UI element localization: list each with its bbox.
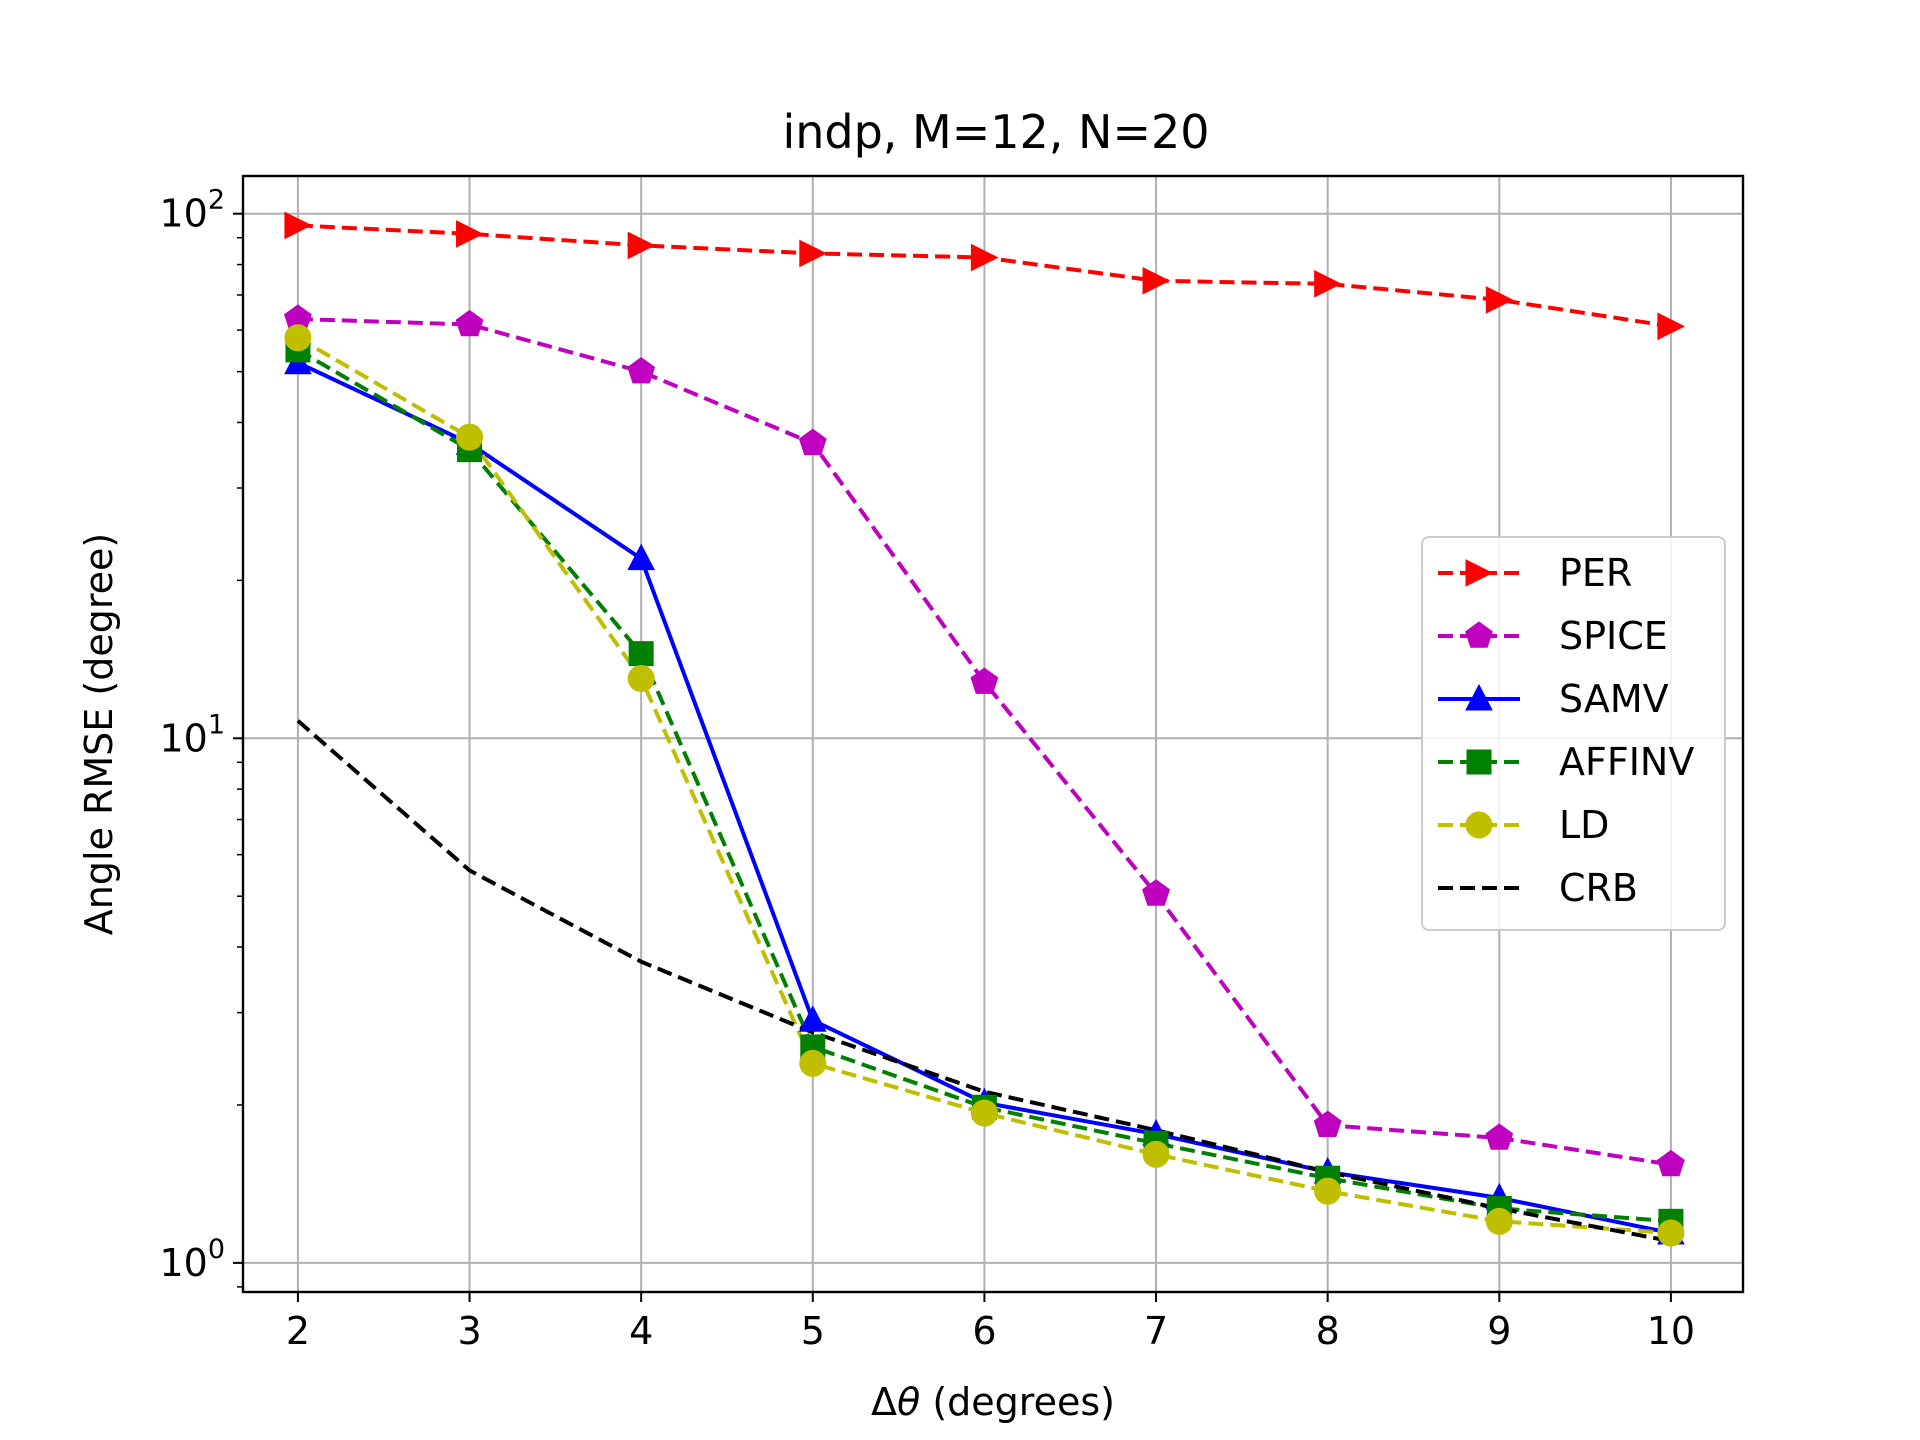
data-point-ld — [284, 324, 312, 352]
x-tick-label: 9 — [1487, 1309, 1511, 1353]
x-axis-label: Δθ (degrees) — [871, 1380, 1115, 1424]
y-tick-label: 101 — [159, 709, 225, 760]
x-axis-label-prefix: Δ — [871, 1380, 897, 1424]
x-tick-label: 5 — [801, 1309, 825, 1353]
legend-marker — [1465, 559, 1494, 587]
x-tick-label: 3 — [457, 1309, 481, 1353]
y-axis-label: Angle RMSE (degree) — [77, 533, 121, 935]
data-point-per — [970, 243, 999, 272]
data-point-spice — [1485, 1123, 1514, 1150]
x-tick-label: 10 — [1647, 1309, 1695, 1353]
legend-item-affinv: AFFINV — [1438, 740, 1694, 784]
legend-label: AFFINV — [1559, 740, 1694, 784]
data-point-ld — [456, 423, 484, 451]
data-point-ld — [799, 1049, 827, 1077]
legend-marker — [1466, 749, 1492, 775]
legend-item-ld: LD — [1438, 803, 1609, 847]
data-point-per — [627, 231, 656, 260]
data-point-ld — [1142, 1140, 1170, 1168]
x-axis-label-suffix: (degrees) — [920, 1380, 1115, 1424]
legend-label: LD — [1559, 803, 1609, 847]
legend-frame — [1421, 536, 1726, 931]
x-axis-ticks: 2 3 4 5 6 7 8 9 10 — [286, 1292, 1695, 1353]
legend-label: CRB — [1559, 866, 1638, 910]
x-tick-label: 8 — [1316, 1309, 1340, 1353]
data-point-per — [1657, 312, 1686, 341]
legend-label: SPICE — [1559, 614, 1668, 658]
legend-item-crb: CRB — [1438, 866, 1638, 910]
legend-marker — [1465, 683, 1493, 711]
legend-marker — [1465, 811, 1493, 839]
y-tick-label: 100 — [159, 1234, 225, 1285]
x-tick-label: 4 — [629, 1309, 653, 1353]
legend-item-samv: SAMV — [1438, 677, 1669, 721]
x-axis-label-symbol: θ — [897, 1380, 920, 1424]
x-tick-label: 6 — [972, 1309, 996, 1353]
data-point-per — [1485, 286, 1514, 314]
data-point-spice — [627, 356, 656, 384]
data-point-ld — [1485, 1207, 1513, 1235]
chart-title: indp, M=12, N=20 — [782, 105, 1209, 159]
y-axis-ticks: 100 101 102 — [159, 185, 243, 1288]
data-point-samv — [627, 543, 655, 571]
legend-label: SAMV — [1559, 677, 1669, 721]
data-point-ld — [1657, 1219, 1685, 1247]
data-point-spice — [1313, 1110, 1342, 1137]
series-line-ld — [296, 336, 1672, 1235]
series-line-spice — [297, 317, 1672, 1167]
data-point-per — [456, 220, 484, 248]
data-point-ld — [627, 665, 655, 693]
data-point-spice — [455, 309, 484, 337]
legend-label: PER — [1559, 551, 1632, 595]
data-point-spice — [1142, 879, 1170, 906]
data-point-ld — [1314, 1177, 1342, 1205]
series-line-crb — [296, 719, 1672, 1244]
legend-item-spice: SPICE — [1438, 614, 1668, 658]
data-point-per — [1142, 266, 1171, 295]
data-point-samv — [798, 1005, 827, 1032]
plot-frame — [241, 174, 1745, 1294]
data-point-per — [1314, 270, 1342, 298]
x-tick-label: 2 — [286, 1309, 310, 1353]
x-tick-label: 7 — [1144, 1309, 1168, 1353]
data-point-spice — [970, 667, 999, 694]
y-tick-label: 102 — [159, 185, 225, 236]
legend: PER SPICE SAMV AFFINV LD CRB — [1421, 536, 1726, 931]
data-point-per — [799, 239, 827, 268]
data-point-per — [284, 211, 313, 240]
series-markers — [284, 211, 1686, 1247]
data-point-affinv — [628, 641, 654, 667]
data-point-spice — [798, 428, 827, 456]
data-point-spice — [1657, 1149, 1685, 1177]
legend-marker — [1465, 621, 1493, 648]
data-point-ld — [970, 1099, 998, 1127]
legend-item-per: PER — [1438, 551, 1632, 595]
